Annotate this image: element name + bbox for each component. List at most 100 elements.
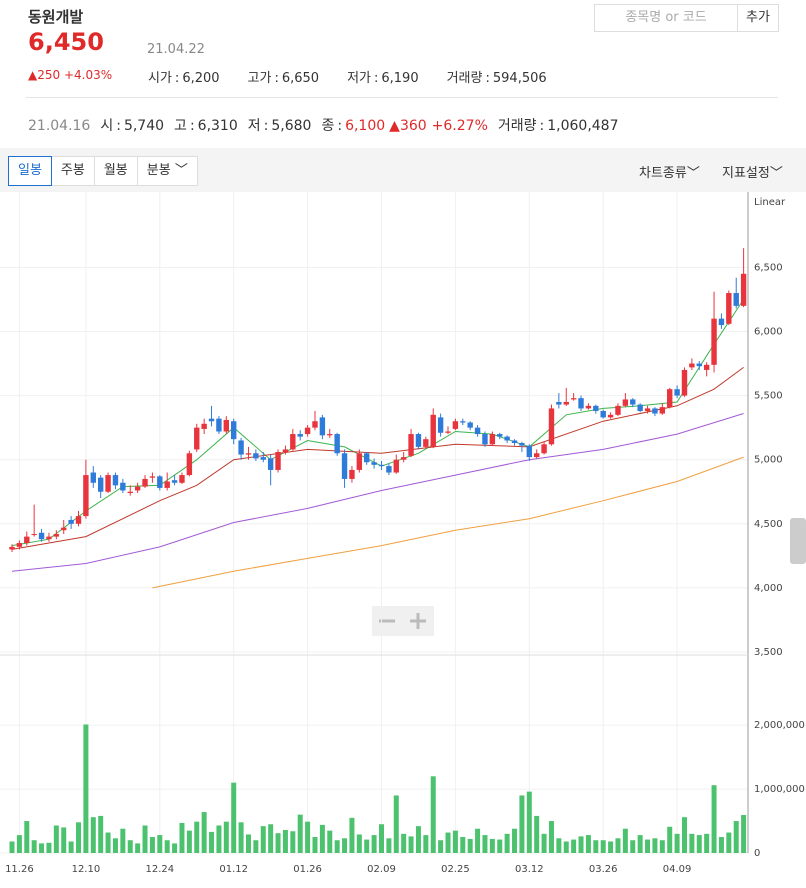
volume-bar bbox=[194, 821, 200, 853]
candle-body bbox=[622, 399, 629, 406]
volume-bar bbox=[408, 836, 414, 853]
candle-body bbox=[356, 453, 363, 470]
prev-sep: : bbox=[116, 118, 121, 134]
side-handle[interactable] bbox=[790, 518, 806, 564]
volume-bar bbox=[482, 835, 488, 853]
tab[interactable]: 일봉 bbox=[8, 156, 52, 186]
tab[interactable]: 분봉 ﹀ bbox=[136, 156, 198, 186]
prev-label: 시 bbox=[100, 118, 114, 134]
candle-body bbox=[408, 434, 414, 456]
tabs: 일봉 주봉 월봉 분봉 ﹀ bbox=[8, 156, 198, 186]
candle-body bbox=[231, 421, 237, 440]
tab[interactable]: 월봉 bbox=[93, 156, 138, 186]
candle-body bbox=[186, 453, 193, 476]
candle-body bbox=[327, 434, 333, 436]
candle-body bbox=[637, 404, 643, 411]
candle-body bbox=[31, 534, 37, 536]
volume-bar bbox=[209, 831, 215, 853]
candle-body bbox=[149, 476, 156, 478]
volume-bar bbox=[519, 795, 525, 853]
candle-body bbox=[467, 422, 473, 428]
moving-average bbox=[11, 413, 744, 572]
stat-sep: : bbox=[174, 71, 180, 86]
x-tick-label: 04.09 bbox=[663, 864, 692, 875]
candle-body bbox=[652, 408, 658, 414]
candle-body bbox=[223, 419, 230, 432]
volume-bar bbox=[571, 839, 577, 853]
candle-body bbox=[437, 417, 444, 433]
divider bbox=[26, 97, 778, 98]
volume-bar bbox=[334, 840, 340, 853]
volume-bar bbox=[253, 840, 259, 853]
volume-tick-label: 2,000,000 bbox=[754, 720, 805, 731]
volume-bar bbox=[534, 815, 540, 853]
chart-type[interactable]: 차트종류﹀ bbox=[639, 166, 700, 181]
candle-body bbox=[105, 475, 111, 492]
candle-body bbox=[511, 440, 518, 444]
volume-bar bbox=[90, 817, 96, 853]
volume-bar bbox=[504, 833, 510, 853]
volume-bar bbox=[667, 826, 673, 853]
candle-body bbox=[304, 427, 311, 435]
prev-value: 6,310 bbox=[197, 118, 238, 134]
candle-body bbox=[533, 453, 540, 458]
moving-average bbox=[152, 456, 744, 589]
volume-bar bbox=[282, 829, 288, 853]
volume-bar bbox=[297, 814, 303, 853]
stat-sep: : bbox=[274, 71, 279, 86]
candle-body bbox=[400, 457, 407, 460]
volume-bar bbox=[371, 835, 377, 853]
prev-value: 5,740 bbox=[123, 118, 165, 134]
candle-body bbox=[179, 475, 185, 483]
volume-bar bbox=[342, 838, 348, 853]
tab[interactable]: 주봉 bbox=[50, 156, 95, 186]
add-button[interactable]: 추가 bbox=[737, 4, 779, 32]
volume-bar bbox=[68, 841, 74, 853]
candle-body bbox=[378, 464, 385, 467]
volume-bar bbox=[401, 833, 407, 853]
candle-body bbox=[282, 449, 289, 452]
stats: 시가:6,200 고가:6,650 저가:6,190 거래량:594,506 bbox=[148, 67, 547, 86]
volume-bar bbox=[39, 843, 45, 853]
volume-bar bbox=[105, 832, 111, 853]
volume-bar bbox=[696, 835, 702, 853]
prev-date: 21.04.16 bbox=[28, 118, 91, 134]
candle-body bbox=[703, 364, 710, 370]
candle-body bbox=[504, 436, 510, 441]
volume-bar bbox=[319, 824, 325, 853]
candle-body bbox=[134, 486, 141, 491]
volume-bar bbox=[327, 830, 333, 853]
indicator-label: 지표설정 bbox=[722, 166, 770, 181]
candle-body bbox=[578, 398, 584, 409]
volume-bar bbox=[430, 776, 436, 853]
volume-bar bbox=[593, 840, 599, 853]
x-tick-label: 02.25 bbox=[441, 864, 470, 875]
search-box[interactable]: 종목명 or 코드 bbox=[594, 4, 738, 32]
stat-value: 6,200 bbox=[182, 71, 220, 86]
volume-bar bbox=[245, 834, 251, 853]
y-tick-label: 4,500 bbox=[754, 519, 783, 530]
candle-body bbox=[61, 527, 67, 531]
volume-bar bbox=[76, 822, 82, 853]
stat-sep: : bbox=[373, 71, 379, 86]
volume-bar bbox=[659, 840, 665, 853]
price: 6,450 bbox=[28, 28, 104, 56]
volume-bar bbox=[201, 812, 207, 853]
volume-bar bbox=[452, 830, 458, 853]
candle-body bbox=[740, 273, 747, 306]
candle-body bbox=[112, 475, 119, 486]
volume-bar bbox=[674, 833, 680, 853]
volume-bar bbox=[556, 838, 562, 853]
candle-body bbox=[267, 458, 274, 470]
candle-body bbox=[157, 476, 163, 488]
candle-body bbox=[164, 481, 170, 488]
indicator[interactable]: 지표설정﹀ bbox=[722, 166, 783, 181]
volume-bar bbox=[578, 836, 584, 853]
prev-change-value: 360 bbox=[399, 118, 427, 134]
candle-body bbox=[644, 408, 651, 411]
prev-sep: : bbox=[539, 118, 545, 134]
volume-bar bbox=[704, 833, 710, 853]
candle-body bbox=[68, 519, 74, 524]
candle-body bbox=[674, 389, 680, 396]
